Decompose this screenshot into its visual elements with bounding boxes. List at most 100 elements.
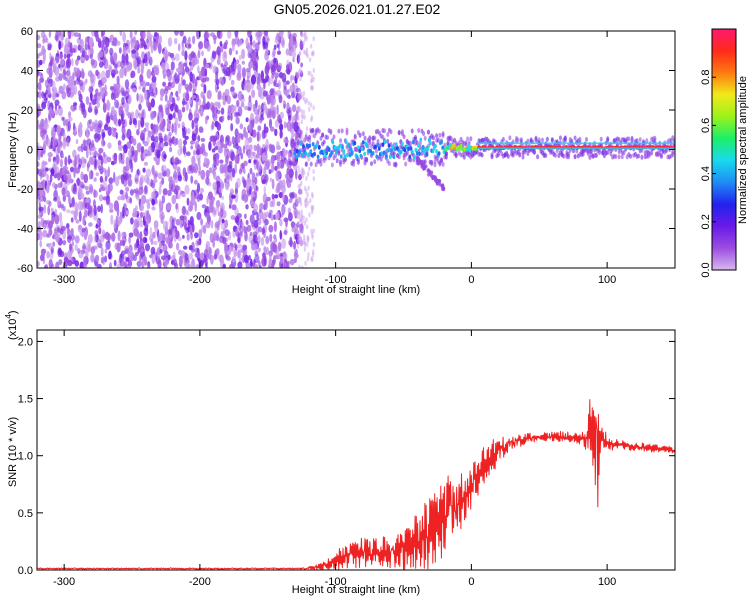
spectrogram-cell xyxy=(182,167,187,177)
spectrogram-cell xyxy=(138,85,142,91)
spectrogram-cell xyxy=(429,141,432,146)
spectrogram-cell xyxy=(503,142,507,145)
spectrogram-cell xyxy=(312,228,315,234)
spectrogram-cell xyxy=(256,84,262,91)
spectrogram-cell xyxy=(235,50,238,55)
spectrogram-cell xyxy=(257,247,261,252)
spectrogram-cell xyxy=(227,164,233,173)
spectrogram-cell xyxy=(252,151,256,156)
spectrogram-cell xyxy=(300,119,303,125)
spectrogram-cell xyxy=(212,111,215,119)
spectrogram-cell xyxy=(203,224,207,235)
spectrogram-cell xyxy=(413,154,416,160)
spectrogram-cell xyxy=(337,128,341,134)
spectrogram-cell xyxy=(262,193,268,204)
spectrogram-cell xyxy=(38,59,43,66)
spectrogram-cell xyxy=(276,104,279,115)
spectrogram-cell xyxy=(197,195,200,203)
spectrogram-cell xyxy=(223,150,228,157)
spectrogram-cell xyxy=(105,184,111,195)
spectrogram-cell xyxy=(175,203,178,210)
spectrogram-cell xyxy=(64,37,70,46)
spectrogram-cell xyxy=(383,139,387,144)
spectrogram-cell xyxy=(242,244,248,251)
spectrogram-cell xyxy=(407,146,410,152)
spectrogram-cell xyxy=(566,147,570,150)
spectrogram-cell xyxy=(54,214,60,225)
spectrogram-cell xyxy=(168,131,172,137)
spectrogram-cell xyxy=(173,164,178,172)
spectrogram-cell xyxy=(139,211,143,219)
spectrogram-cell xyxy=(262,78,268,84)
spectrogram-cell xyxy=(305,143,309,148)
spectrogram-cell xyxy=(111,40,114,46)
spectrogram-cell xyxy=(38,228,42,235)
spectrogram-cell xyxy=(467,144,470,149)
spectrogram-cell xyxy=(246,224,252,232)
spectrogram-cell xyxy=(201,77,207,83)
spectrogram-cell xyxy=(664,148,668,154)
spectrogram-cell xyxy=(127,249,133,257)
spectrogram-cell xyxy=(517,142,521,145)
spectrogram-cell xyxy=(585,137,588,142)
spectrogram-cell xyxy=(237,90,243,101)
spectrogram-cell xyxy=(303,220,307,226)
spectrogram-cell xyxy=(71,58,74,67)
spectrogram-cell xyxy=(138,179,143,190)
spectrogram-y-tick-label: 60 xyxy=(21,26,33,38)
spectrogram-cell xyxy=(490,142,494,145)
spectrogram-cell xyxy=(77,200,83,211)
spectrogram-cell xyxy=(265,246,269,256)
spectrogram-cell xyxy=(650,142,654,145)
spectrogram-cell xyxy=(258,226,263,233)
spectrogram-cell xyxy=(310,78,313,84)
spectrogram-cell xyxy=(484,147,488,150)
spectrogram-cell xyxy=(42,144,46,155)
spectrogram-cell xyxy=(197,65,200,74)
spectrogram-cell xyxy=(365,156,369,162)
spectrogram-cell xyxy=(166,100,170,107)
spectrogram-cell xyxy=(617,142,621,145)
spectrogram-cell xyxy=(302,90,306,96)
spectrogram-cell xyxy=(156,149,161,159)
spectrogram-cell xyxy=(615,142,619,145)
spectrogram-cell xyxy=(95,69,99,77)
spectrogram-cell xyxy=(506,147,510,150)
spectrogram-cell xyxy=(555,147,559,150)
spectrogram-cell xyxy=(194,78,198,87)
spectrogram-cell xyxy=(248,144,253,150)
spectrogram-cell xyxy=(578,136,582,142)
spectrogram-cell xyxy=(46,251,50,259)
spectrogram-cell xyxy=(155,160,160,166)
spectrogram-cell xyxy=(51,213,55,225)
spectrogram-cell xyxy=(168,229,173,235)
spectrogram-cell xyxy=(42,169,47,177)
spectrogram-cell xyxy=(204,151,208,157)
spectrogram-cell xyxy=(225,154,229,165)
spectrogram-cell xyxy=(95,33,100,42)
spectrogram-cell xyxy=(157,259,162,268)
spectrogram-cell xyxy=(285,48,290,56)
spectrogram-cell xyxy=(222,263,226,268)
spectrogram-cell xyxy=(293,240,297,250)
spectrogram-cell xyxy=(88,101,92,112)
spectrogram-cell xyxy=(51,126,56,131)
spectrogram-cell xyxy=(547,142,551,145)
spectrogram-cell xyxy=(363,135,367,141)
spectrogram-cell xyxy=(310,115,314,121)
spectrogram-cell xyxy=(43,196,47,202)
spectrogram-cell xyxy=(211,50,216,59)
spectrogram-cell xyxy=(74,260,80,267)
spectrogram-cell xyxy=(93,235,97,243)
spectrogram-cell xyxy=(181,193,186,198)
spectrogram-cell xyxy=(310,152,314,158)
spectrogram-cell xyxy=(84,185,89,191)
spectrogram-cell xyxy=(108,66,113,73)
spectrogram-cell xyxy=(94,123,98,133)
spectrogram-cell xyxy=(644,142,649,145)
spectrogram-cell xyxy=(426,146,430,151)
spectrogram-cell xyxy=(126,141,131,149)
spectrogram-cell xyxy=(289,258,295,266)
spectrogram-cell xyxy=(124,248,129,255)
spectrogram-cell xyxy=(106,101,111,112)
